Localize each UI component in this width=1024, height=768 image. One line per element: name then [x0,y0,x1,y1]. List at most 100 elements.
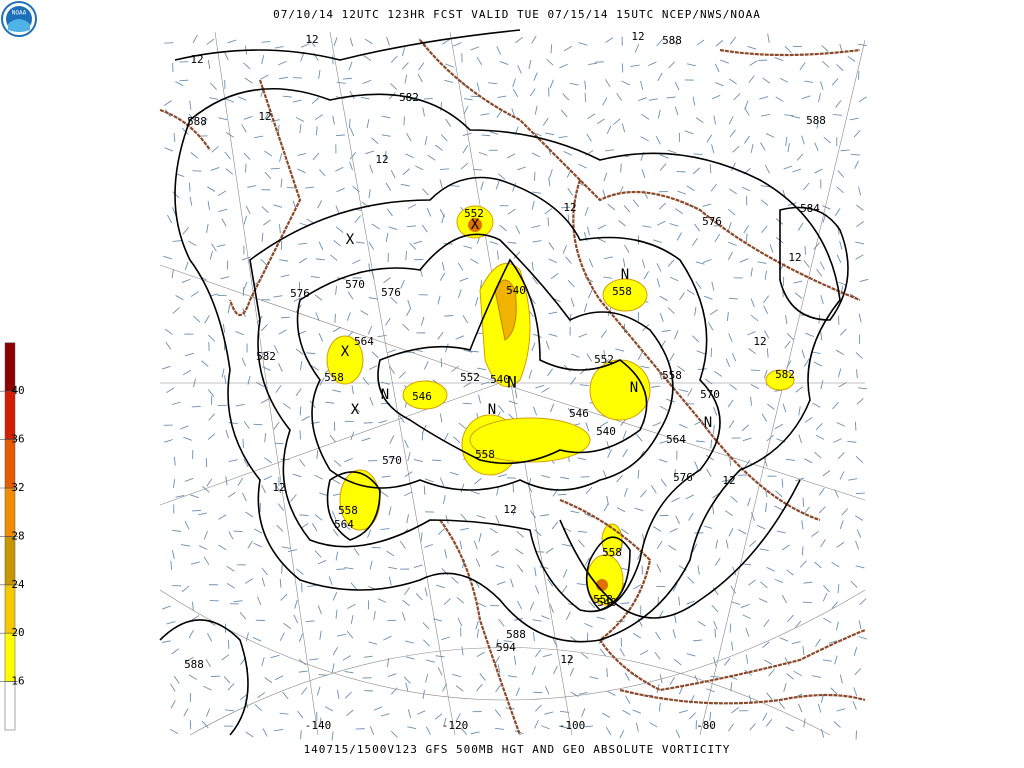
wind-barb [643,271,649,280]
low-center-marker: N [381,387,389,403]
wind-barb [457,289,462,299]
wind-barb [443,717,447,727]
wind-barb [528,477,532,487]
wind-barb [728,528,734,537]
wind-barb [692,96,696,106]
wind-barb [300,361,303,371]
wind-barb [799,62,806,71]
wind-barb [750,143,754,153]
wind-barb [531,152,541,158]
wind-barb [182,227,189,235]
wind-barb [562,245,567,254]
wind-barb [532,240,542,243]
wind-barb [325,401,335,404]
wind-barb [839,471,845,480]
wind-barb [293,297,302,302]
header: 07/10/14 12UTC 123HR FCST VALID TUE 07/1… [273,8,761,21]
wind-barb [759,548,769,552]
wind-barb [330,254,338,261]
wind-barb [616,93,623,101]
wind-barb [730,585,736,594]
wind-barb [831,561,840,568]
vorticity-area [494,279,517,341]
wind-barb [225,168,234,175]
wind-barb [565,611,571,620]
wind-barb [437,331,444,340]
wind-barb [567,656,572,666]
wind-barb [496,46,502,55]
height-label: 540 [490,373,510,386]
wind-barb [270,167,280,170]
wind-barb [689,712,697,720]
wind-barb [531,225,541,228]
contour [159,619,249,736]
wind-barb [175,494,185,498]
wind-barb [743,225,749,234]
wind-barb [534,585,540,594]
wind-barb [847,440,857,443]
wind-barb [348,61,353,71]
wind-barb [588,600,596,609]
wind-barb [725,358,731,368]
wind-barb [694,461,699,470]
wind-barb [659,674,663,684]
wind-barb [548,258,558,264]
wind-barb [439,179,443,189]
wind-barb [694,306,697,316]
wind-barb [715,539,718,549]
wind-barb [694,420,703,426]
wind-barb [512,182,516,192]
wind-barb [784,657,790,666]
wind-barb [370,726,375,736]
wind-barb [532,619,542,622]
height-label: 594 [496,641,516,654]
wind-barb [377,335,387,338]
wind-barb [387,673,397,678]
wind-barb [201,360,209,367]
wind-barb [764,659,773,665]
wind-barb [783,683,787,693]
height-label: 576 [702,215,722,228]
wind-barb [686,63,696,67]
wind-barb [651,385,661,388]
wind-barb [578,691,588,695]
wind-barb [239,612,247,620]
wind-barb [781,478,784,488]
wind-barb [733,93,741,101]
wind-barb [804,417,813,423]
vorticity-label: 12 [305,33,318,46]
wind-barb [252,636,262,642]
wind-barb [386,550,395,557]
wind-barb [533,632,535,642]
wind-barb [603,503,609,512]
wind-barb [858,186,862,196]
wind-barb [261,232,264,242]
wind-barb [260,398,270,404]
wind-barb [190,561,200,565]
wind-barb [175,295,184,301]
wind-barb [659,154,669,159]
wind-barb [533,171,536,181]
wind-barb [836,186,844,194]
wind-barb [633,632,642,639]
wind-barb [541,387,550,393]
wind-barb [422,188,429,196]
wind-barb [437,295,441,305]
height-label: 576 [381,286,401,299]
wind-barb [344,691,352,699]
wind-barb [561,206,571,209]
wind-barb [260,74,269,80]
wind-barb [336,568,346,570]
wind-barb [275,485,282,494]
wind-barb [173,675,180,684]
wind-barb [584,92,587,102]
height-label: 584 [800,202,820,215]
wind-barb [242,287,245,297]
wind-barb [836,422,846,427]
wind-barb [812,402,821,408]
wind-barb [270,654,280,659]
wind-barb [588,289,593,299]
wind-barb [415,165,424,171]
height-label: 588 [187,115,207,128]
wind-barb [367,529,372,538]
